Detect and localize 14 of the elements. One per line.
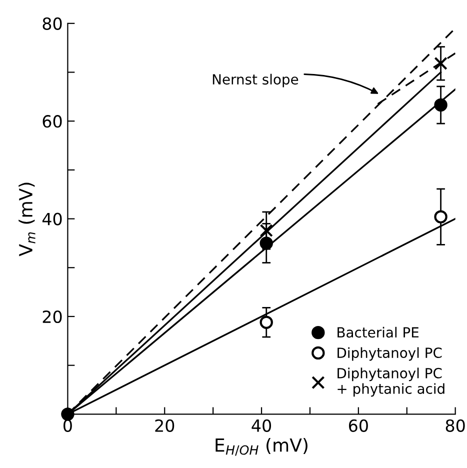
legend-label: Diphytanoyl PC bbox=[338, 347, 442, 361]
y-axis-title: V$_{m}$ (mV) bbox=[18, 182, 36, 256]
y-tick-label: 80 bbox=[42, 17, 62, 30]
annotation: Nernst slope bbox=[212, 74, 298, 88]
x-tick-label: 80 bbox=[446, 419, 465, 432]
x-tick-label: 40 bbox=[252, 419, 272, 432]
legend-label: Diphytanoyl PC + phytanic acid bbox=[338, 368, 444, 397]
y-tick-label: 40 bbox=[42, 212, 62, 226]
x-tick-label: 60 bbox=[348, 419, 368, 432]
y-tick-label: 60 bbox=[42, 115, 62, 128]
x-axis-title: E$_{H/OH}$ (mV) bbox=[216, 438, 308, 456]
y-tick-label: 20 bbox=[42, 310, 62, 324]
legend-label: Bacterial PE bbox=[338, 326, 418, 338]
x-tick-label: 20 bbox=[155, 419, 174, 432]
